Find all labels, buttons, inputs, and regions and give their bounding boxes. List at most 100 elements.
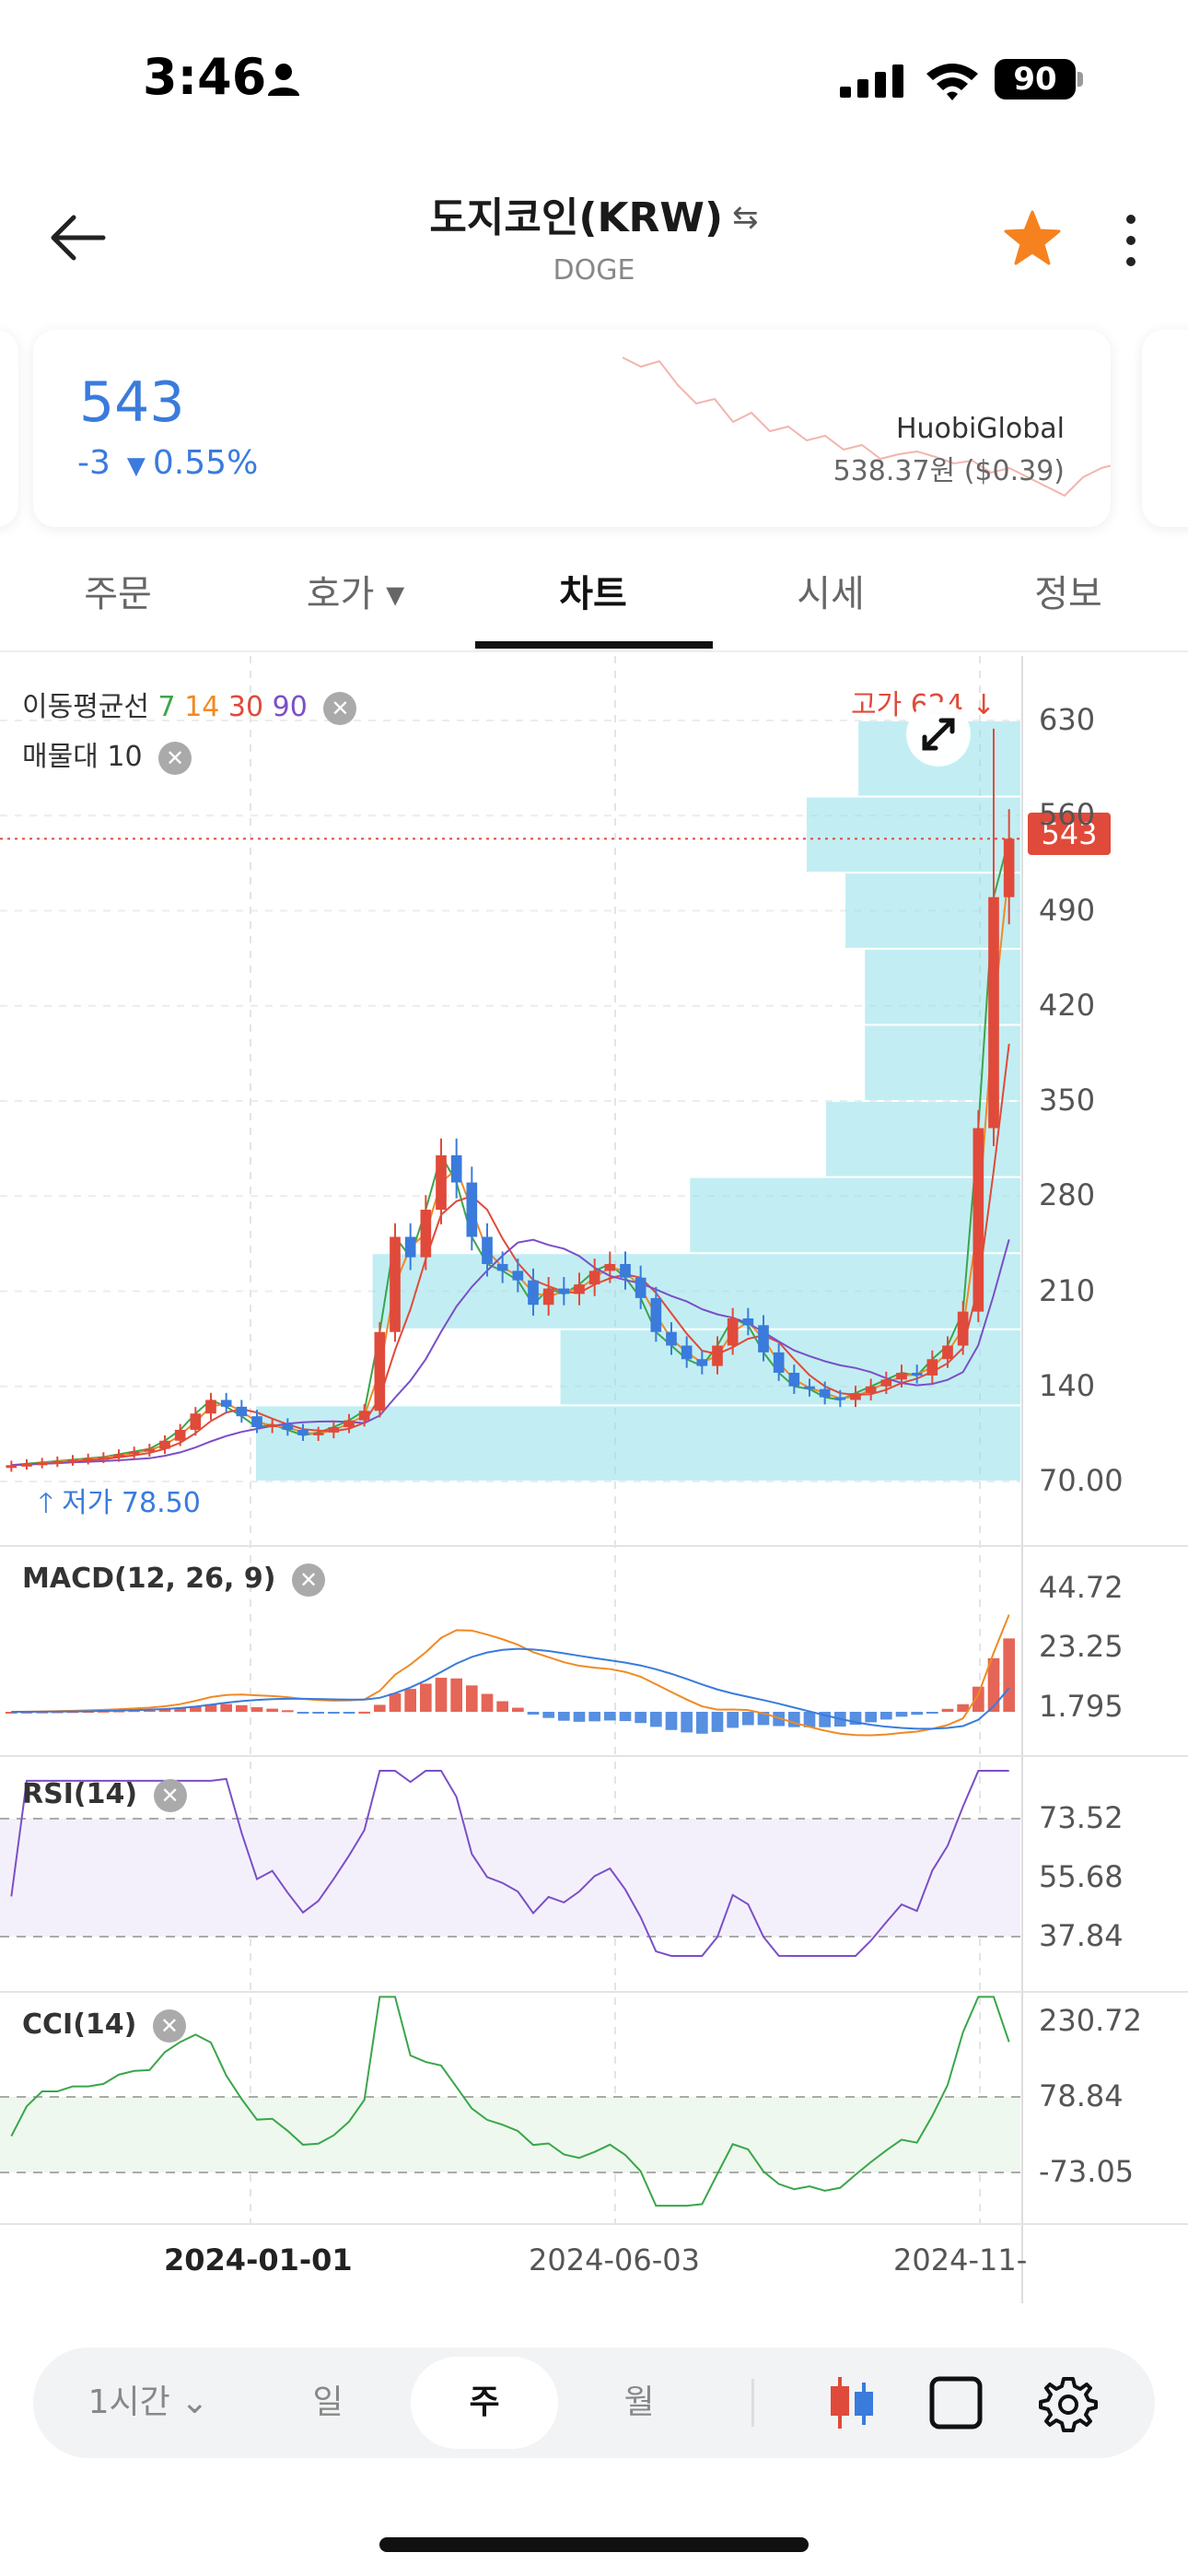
vp-legend: 매물대 10 ✕ bbox=[22, 733, 192, 775]
macd-histogram-bar bbox=[665, 1712, 678, 1730]
chart-toolbar: 1시간 ⌄ 일 주 월 bbox=[33, 2348, 1155, 2458]
status-bar: 3:46 90 bbox=[0, 0, 1188, 157]
price-tick-label: 210 bbox=[1039, 1272, 1096, 1308]
down-triangle-icon: ▼ bbox=[126, 452, 146, 480]
macd-histogram-bar bbox=[696, 1712, 708, 1734]
interval-select[interactable]: 1시간 ⌄ bbox=[70, 2348, 227, 2458]
ma-7-label: 7 bbox=[157, 691, 176, 723]
tab-order[interactable]: 주문 bbox=[84, 573, 152, 615]
macd-histogram-bar bbox=[174, 1707, 186, 1712]
tab-chart[interactable]: 차트 bbox=[559, 573, 627, 615]
drawing-tool-icon[interactable] bbox=[928, 2375, 984, 2430]
price-tick-label: 140 bbox=[1039, 1367, 1096, 1403]
macd-histogram-bar bbox=[496, 1701, 508, 1712]
macd-tick-label: 1.795 bbox=[1039, 1688, 1124, 1724]
candle-body bbox=[374, 1331, 386, 1411]
candle-body bbox=[973, 1128, 984, 1312]
macd-histogram-bar bbox=[312, 1712, 324, 1714]
change-percent: 0.55% bbox=[152, 444, 259, 482]
macd-histogram-bar bbox=[711, 1712, 724, 1732]
candle-body bbox=[450, 1155, 462, 1183]
candle-body bbox=[236, 1406, 248, 1417]
candle-body bbox=[911, 1373, 923, 1376]
tab-quotes[interactable]: 시세 bbox=[797, 573, 865, 615]
candle-body bbox=[6, 1465, 17, 1469]
candle-body bbox=[942, 1345, 953, 1360]
cci-label: CCI(14) bbox=[22, 2008, 137, 2041]
macd-histogram-bar bbox=[527, 1712, 540, 1715]
rsi-tick-label: 73.52 bbox=[1039, 1800, 1124, 1835]
volume-profile-bar bbox=[825, 1102, 1020, 1177]
candle-body bbox=[712, 1345, 723, 1366]
macd-histogram-bar bbox=[926, 1712, 938, 1714]
macd-histogram-bar bbox=[481, 1693, 494, 1712]
candle-body bbox=[174, 1429, 186, 1441]
period-day[interactable]: 일 bbox=[312, 2383, 344, 2421]
exchange-price: 538.37원 ($0.39) bbox=[833, 455, 1065, 487]
tab-orderbook[interactable]: 호가 ▾ bbox=[306, 573, 405, 615]
macd-histogram-bar bbox=[558, 1712, 570, 1721]
candle-body bbox=[896, 1373, 907, 1380]
macd-histogram-bar bbox=[158, 1709, 171, 1712]
period-month[interactable]: 월 bbox=[623, 2383, 655, 2421]
rsi-label: RSI(14) bbox=[22, 1778, 138, 1810]
candle-body bbox=[436, 1155, 447, 1210]
more-options-icon[interactable] bbox=[1112, 208, 1149, 273]
candle-body bbox=[312, 1432, 324, 1435]
volume-profile-bar bbox=[690, 1177, 1020, 1253]
candle-type-icon[interactable] bbox=[825, 2373, 877, 2432]
close-ma-icon[interactable]: ✕ bbox=[323, 691, 357, 725]
close-cci-icon[interactable]: ✕ bbox=[152, 2008, 186, 2043]
candle-body bbox=[251, 1416, 262, 1427]
candle-body bbox=[67, 1459, 78, 1463]
expand-icon[interactable] bbox=[906, 702, 971, 767]
macd-histogram-bar bbox=[466, 1685, 478, 1712]
volume-profile-bar bbox=[560, 1329, 1020, 1405]
macd-histogram-bar bbox=[297, 1712, 309, 1714]
candle-body bbox=[328, 1427, 340, 1433]
swap-icon[interactable]: ⇆ bbox=[732, 199, 759, 236]
macd-histogram-bar bbox=[650, 1712, 662, 1727]
close-macd-icon[interactable]: ✕ bbox=[292, 1563, 326, 1597]
chart-canvas[interactable] bbox=[0, 656, 1188, 2314]
candle-body bbox=[21, 1463, 32, 1467]
macd-signal-line bbox=[11, 1647, 1010, 1730]
favorite-star-icon[interactable] bbox=[1002, 208, 1063, 269]
tab-info[interactable]: 정보 bbox=[1034, 573, 1102, 615]
cci-band bbox=[0, 2097, 1020, 2173]
signal-icon bbox=[840, 64, 903, 98]
next-card[interactable] bbox=[1142, 330, 1188, 527]
candle-body bbox=[36, 1462, 48, 1466]
macd-histogram-bar bbox=[895, 1712, 908, 1717]
macd-histogram-bar bbox=[635, 1712, 646, 1724]
gear-icon[interactable] bbox=[1039, 2373, 1098, 2432]
macd-histogram-bar bbox=[358, 1711, 370, 1714]
candle-body bbox=[528, 1280, 539, 1306]
macd-histogram-bar bbox=[512, 1707, 524, 1712]
macd-histogram-bar bbox=[742, 1712, 754, 1726]
battery-indicator: 90 bbox=[995, 59, 1076, 100]
close-vp-icon[interactable]: ✕ bbox=[158, 741, 192, 775]
candle-body bbox=[512, 1270, 524, 1281]
candlesticks bbox=[0, 728, 1020, 1472]
status-time: 3:46 bbox=[143, 48, 267, 106]
candle-body bbox=[666, 1331, 677, 1346]
macd-histogram-bar bbox=[204, 1704, 217, 1712]
period-week[interactable]: 주 bbox=[411, 2357, 558, 2449]
candle-body bbox=[358, 1411, 370, 1421]
cci-tick-label: -73.05 bbox=[1039, 2154, 1135, 2189]
candle-body bbox=[819, 1388, 831, 1398]
prev-card[interactable] bbox=[0, 330, 18, 527]
back-arrow-icon[interactable] bbox=[42, 201, 116, 275]
price-tick-label: 420 bbox=[1039, 987, 1096, 1023]
volume-profile bbox=[256, 721, 1020, 1481]
ma-90-line bbox=[11, 1238, 1010, 1467]
candle-body bbox=[144, 1448, 156, 1452]
price-card[interactable]: 543 -3 ▼ 0.55% HuobiGlobal 538.37원 ($0.39) bbox=[33, 330, 1111, 527]
macd-histogram-bar bbox=[773, 1712, 785, 1727]
candle-body bbox=[758, 1325, 769, 1352]
close-rsi-icon[interactable]: ✕ bbox=[153, 1778, 187, 1812]
home-indicator bbox=[379, 2537, 809, 2552]
candle-body bbox=[297, 1429, 309, 1435]
candle-body bbox=[52, 1460, 64, 1464]
